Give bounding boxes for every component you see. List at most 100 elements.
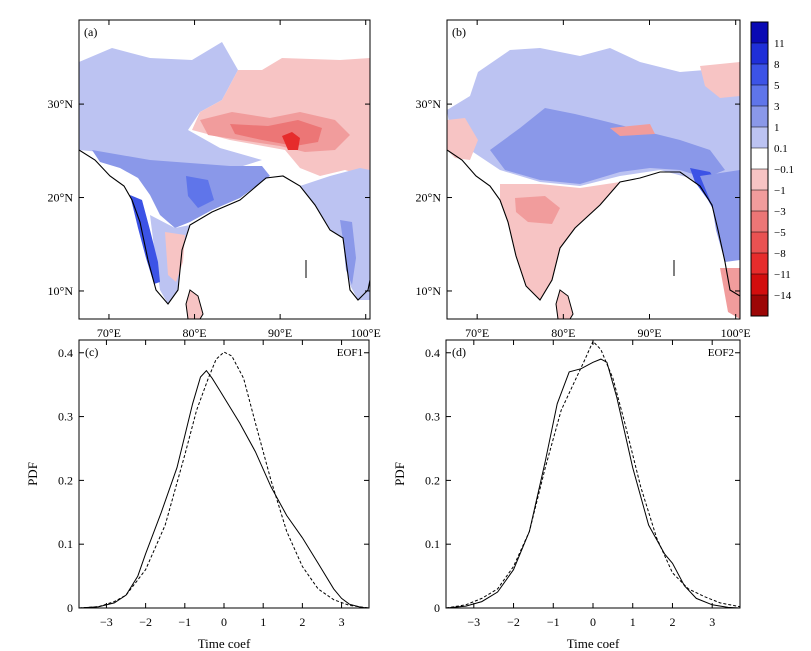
pdf-c-x-tick-label: −2 [139, 615, 152, 629]
pdf-d-xlabel: Time coef [567, 636, 620, 651]
pdf-d-panel-label: (d) [452, 345, 466, 359]
pdf-c-frame [78, 339, 370, 609]
pdf-d-x-tick-label: 3 [709, 615, 715, 629]
colorbar-label: 0.1 [774, 143, 788, 155]
pdf-d-y-tick-label: 0.3 [425, 410, 440, 424]
pdf-c-x-tick-label: 3 [339, 615, 345, 629]
colorbar-swatch [751, 232, 768, 253]
colorbar-label: −11 [774, 269, 791, 281]
colorbar-label: 8 [774, 59, 780, 71]
pdf-c-y-tick-label: 0.4 [58, 346, 73, 360]
map-b-region-east-blue [700, 170, 740, 262]
pdf-d-y-tick-label: 0.4 [425, 346, 440, 360]
map-panel-a: (a) 70°E 80°E 90°E 100°E 10°N 20°N 30°N [48, 19, 381, 340]
map-a-lat-axis: 10°N 20°N 30°N [48, 97, 370, 298]
map-b-lat-label: 20°N [416, 191, 442, 205]
map-b-region-east-red [720, 268, 740, 319]
colorbar-swatch [751, 22, 768, 43]
colorbar-label: −5 [774, 227, 786, 239]
colorbar-swatch [751, 148, 768, 169]
colorbar-label: −1 [774, 185, 786, 197]
map-b-lon-axis: 70°E 80°E 90°E 100°E [465, 20, 751, 340]
colorbar-label: 1 [774, 122, 780, 134]
map-a-lon-label: 90°E [268, 326, 292, 340]
map-a-coastline [79, 149, 370, 305]
pdf-c-series-dashed [78, 351, 370, 609]
colorbar-label: 5 [774, 80, 780, 92]
map-panel-b: (b) 70°E 80°E 90°E 100°E 10°N 20°N 30°N [416, 19, 751, 340]
map-b-sri-lanka [555, 289, 574, 319]
map-b-lon-label: 100°E [721, 326, 751, 340]
pdf-c-series-solid [78, 369, 370, 609]
pdf-d-series-solid [445, 358, 741, 609]
map-a-region-east-coast-blue [340, 220, 356, 285]
pdf-c-y-tick-label: 0.1 [58, 537, 73, 551]
pdf-d-series-dashed [445, 340, 741, 609]
colorbar-swatch [751, 274, 768, 295]
pdf-c-xlabel: Time coef [198, 636, 251, 651]
map-b-region-red-core [515, 196, 560, 224]
colorbar-label: 11 [774, 38, 785, 50]
map-b-lat-label: 30°N [416, 97, 442, 111]
colorbar-swatch [751, 106, 768, 127]
map-a-fields [79, 20, 370, 319]
map-a-lat-label: 20°N [48, 191, 74, 205]
pdf-c-x-tick-label: −1 [178, 615, 191, 629]
colorbar-swatch [751, 85, 768, 106]
map-a-lon-label: 80°E [182, 326, 206, 340]
pdf-d-x-tick-label: −1 [547, 615, 560, 629]
map-b-frame [446, 19, 741, 320]
pdf-d-x-tick-label: 1 [630, 615, 636, 629]
pdf-d-y-tick-label: 0.1 [425, 537, 440, 551]
pdf-d-ylabel: PDF [392, 462, 407, 486]
map-a-frame [78, 19, 371, 320]
map-a-region-blue-central [92, 150, 270, 228]
map-a-region-red-max [282, 132, 300, 150]
colorbar-label: −14 [774, 290, 792, 302]
pdf-c-y-tick-label: 0.3 [58, 410, 73, 424]
colorbar: 11 8 5 3 1 0.1 −0.1 −1 −3 −5 −8 −11 −14 [750, 21, 794, 317]
map-b-fields [447, 20, 740, 319]
map-b-coastline [447, 149, 740, 301]
colorbar-swatch [751, 295, 768, 316]
map-b-region-light-red-ne [700, 62, 740, 98]
map-a-region-west-coast [130, 195, 160, 284]
colorbar-swatch [751, 64, 768, 85]
colorbar-label: 3 [774, 101, 780, 113]
map-b-region-blue-central [490, 108, 725, 184]
pdf-c-x-tick-label: 2 [299, 615, 305, 629]
map-b-lat-label: 10°N [416, 284, 442, 298]
map-a-sri-lanka [185, 289, 204, 319]
map-a-lon-label: 100°E [351, 326, 381, 340]
colorbar-swatch [751, 211, 768, 232]
map-a-lon-axis: 70°E 80°E 90°E 100°E [97, 20, 381, 340]
pdf-d-y-tick-label: 0 [434, 601, 440, 615]
map-b-region-light-red-nw [447, 118, 478, 160]
map-a-region-blue-strong [186, 176, 214, 208]
pdf-c-panel-label: (c) [85, 345, 98, 359]
map-a-panel-label: (a) [84, 25, 97, 39]
map-b-lon-label: 80°E [551, 326, 575, 340]
pdf-d-x-tick-label: −3 [467, 615, 480, 629]
pdf-d-x-tick-label: 0 [590, 615, 596, 629]
map-b-lon-label: 70°E [465, 326, 489, 340]
map-a-lon-label: 70°E [97, 326, 121, 340]
map-b-panel-label: (b) [452, 25, 466, 39]
map-b-lon-label: 90°E [637, 326, 661, 340]
map-a-lat-label: 30°N [48, 97, 74, 111]
pdf-c-y-tick-label: 0 [67, 601, 73, 615]
pdf-c-x-tick-label: 1 [260, 615, 266, 629]
pdf-c-x-tick-label: −3 [100, 615, 113, 629]
map-a-lat-label: 10°N [48, 284, 74, 298]
pdf-d-x-tick-label: 2 [669, 615, 675, 629]
map-a-region-light-blue-nw [79, 42, 262, 170]
pdf-c-x-tick-label: 0 [221, 615, 227, 629]
pdf-panel-c: −3 −2 −1 0 1 2 3 0 0.1 0.2 0.3 0.4 (c) EOF1 Time coef P… [25, 339, 370, 651]
colorbar-swatch [751, 127, 768, 148]
colorbar-swatch [751, 253, 768, 274]
colorbar-label: −8 [774, 248, 786, 260]
pdf-d-title: EOF2 [708, 347, 734, 359]
pdf-c-title: EOF1 [337, 347, 363, 359]
pdf-d-frame [445, 339, 741, 609]
